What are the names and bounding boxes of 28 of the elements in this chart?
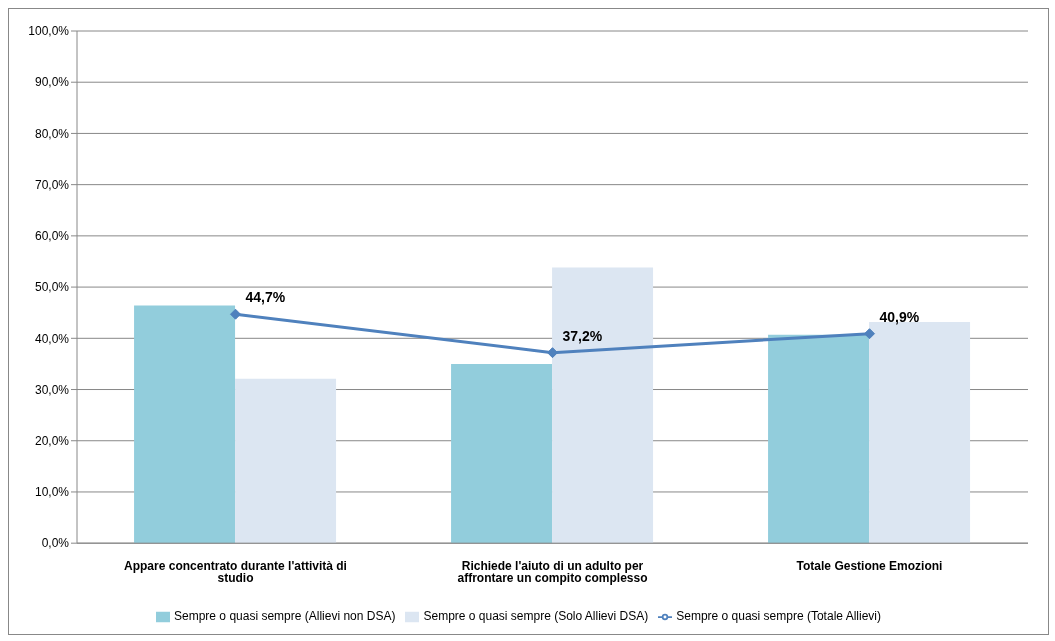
legend-label: Sempre o quasi sempre (Totale Allievi)	[676, 609, 881, 624]
y-tick-label: 30,0%	[34, 382, 70, 397]
data-label: 37,2%	[562, 327, 603, 344]
x-tick-label: Appare concentrato durante l'attività di studio	[124, 558, 347, 585]
data-label: 44,7%	[245, 289, 286, 306]
point	[230, 308, 241, 320]
point	[547, 347, 558, 359]
legend-label: Sempre o quasi sempre (Solo Allievi DSA)	[423, 609, 649, 624]
y-tick-label: 80,0%	[34, 126, 70, 141]
y-tick-label: 10,0%	[34, 485, 70, 500]
bar	[235, 378, 337, 544]
y-tick-label: 40,0%	[34, 331, 70, 346]
y-tick-label: 20,0%	[34, 434, 70, 448]
y-tick-label: 90,0%	[34, 75, 70, 90]
y-tick-label: 60,0%	[34, 229, 70, 244]
y-tick-label: 0,0%	[41, 536, 70, 551]
y-tick-label: 50,0%	[34, 280, 70, 295]
data-label: 40,9%	[879, 308, 920, 325]
bar	[552, 267, 654, 544]
x-tick-label: Richiede l'aiuto di un adulto per affrontare un compito complesso	[457, 558, 648, 585]
x-tick-label: Totale Gestione Emozioni	[796, 558, 943, 573]
point	[864, 328, 875, 340]
y-tick-label: 70,0%	[34, 177, 70, 192]
bar	[451, 363, 553, 544]
legend-label: Sempre o quasi sempre (Allievi non DSA)	[174, 609, 396, 624]
bar	[134, 305, 236, 544]
y-tick-label: 100,0%	[28, 24, 70, 39]
bar	[768, 334, 870, 544]
